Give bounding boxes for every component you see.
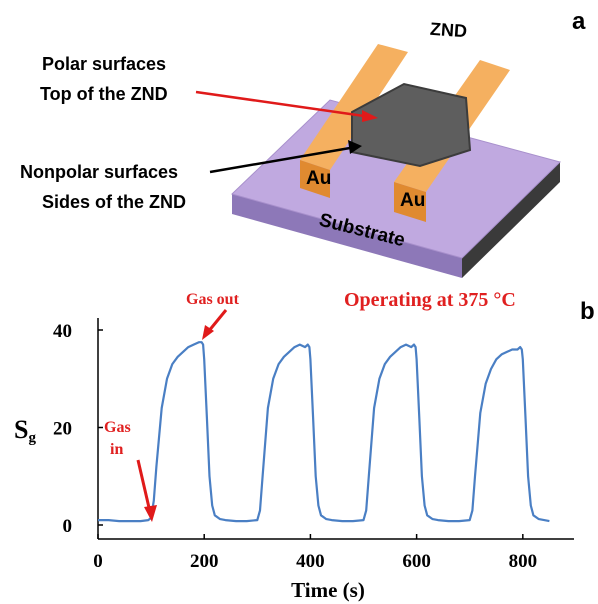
x-tick-label: 600 bbox=[402, 551, 431, 572]
gas-out-arrow-head bbox=[202, 325, 214, 340]
gas-in-arrow-line bbox=[136, 459, 152, 513]
panel-letter-a: a bbox=[572, 8, 586, 35]
gas-out-arrow-line bbox=[206, 309, 228, 333]
x-tick-label: 400 bbox=[296, 551, 325, 572]
polar-arrow-line bbox=[195, 90, 365, 118]
x-axis-label: Time (s) bbox=[291, 578, 365, 602]
y-tick-label: 0 bbox=[63, 516, 73, 537]
substrate-front-face bbox=[232, 194, 462, 278]
left-electrode-front bbox=[300, 160, 330, 198]
gas-response-chart: 0 200 400 600 800 0 20 40 Sg Time (s) Operating at… bbox=[14, 289, 574, 602]
x-tick-label: 800 bbox=[509, 551, 538, 572]
left-electrode-top bbox=[300, 44, 408, 170]
gas-in-annotation-2: in bbox=[110, 441, 123, 458]
y-axis-label: Sg bbox=[14, 415, 36, 446]
gas-in-annotation-1: Gas bbox=[104, 419, 131, 436]
nonpolar-sides-label: Sides of the ZND bbox=[42, 192, 187, 212]
right-electrode-front bbox=[394, 182, 426, 222]
series-line bbox=[98, 341, 550, 523]
nonpolar-surfaces-label: Nonpolar surfaces bbox=[20, 162, 179, 182]
electrode-left-label: Au bbox=[306, 168, 332, 189]
znd-label: ZND bbox=[429, 18, 468, 42]
nonpolar-arrow-head bbox=[348, 140, 362, 154]
polar-arrow-head bbox=[362, 110, 378, 122]
polar-top-label: Top of the ZND bbox=[40, 84, 168, 104]
gas-out-annotation: Gas out bbox=[186, 291, 240, 308]
y-tick-label: 40 bbox=[53, 321, 72, 342]
electrode-right-label: Au bbox=[400, 190, 426, 211]
polar-surfaces-label: Polar surfaces bbox=[42, 54, 167, 74]
y-tick-label: 20 bbox=[53, 419, 72, 440]
gas-in-arrow-head bbox=[144, 505, 157, 522]
nonpolar-arrow-line bbox=[209, 146, 351, 174]
substrate-right-face bbox=[462, 162, 560, 278]
x-tick-label: 200 bbox=[190, 551, 219, 572]
operating-temp-annotation: Operating at 375 °C bbox=[344, 289, 516, 311]
x-tick-label: 0 bbox=[93, 551, 103, 572]
panel-letter-b: b bbox=[580, 298, 595, 325]
